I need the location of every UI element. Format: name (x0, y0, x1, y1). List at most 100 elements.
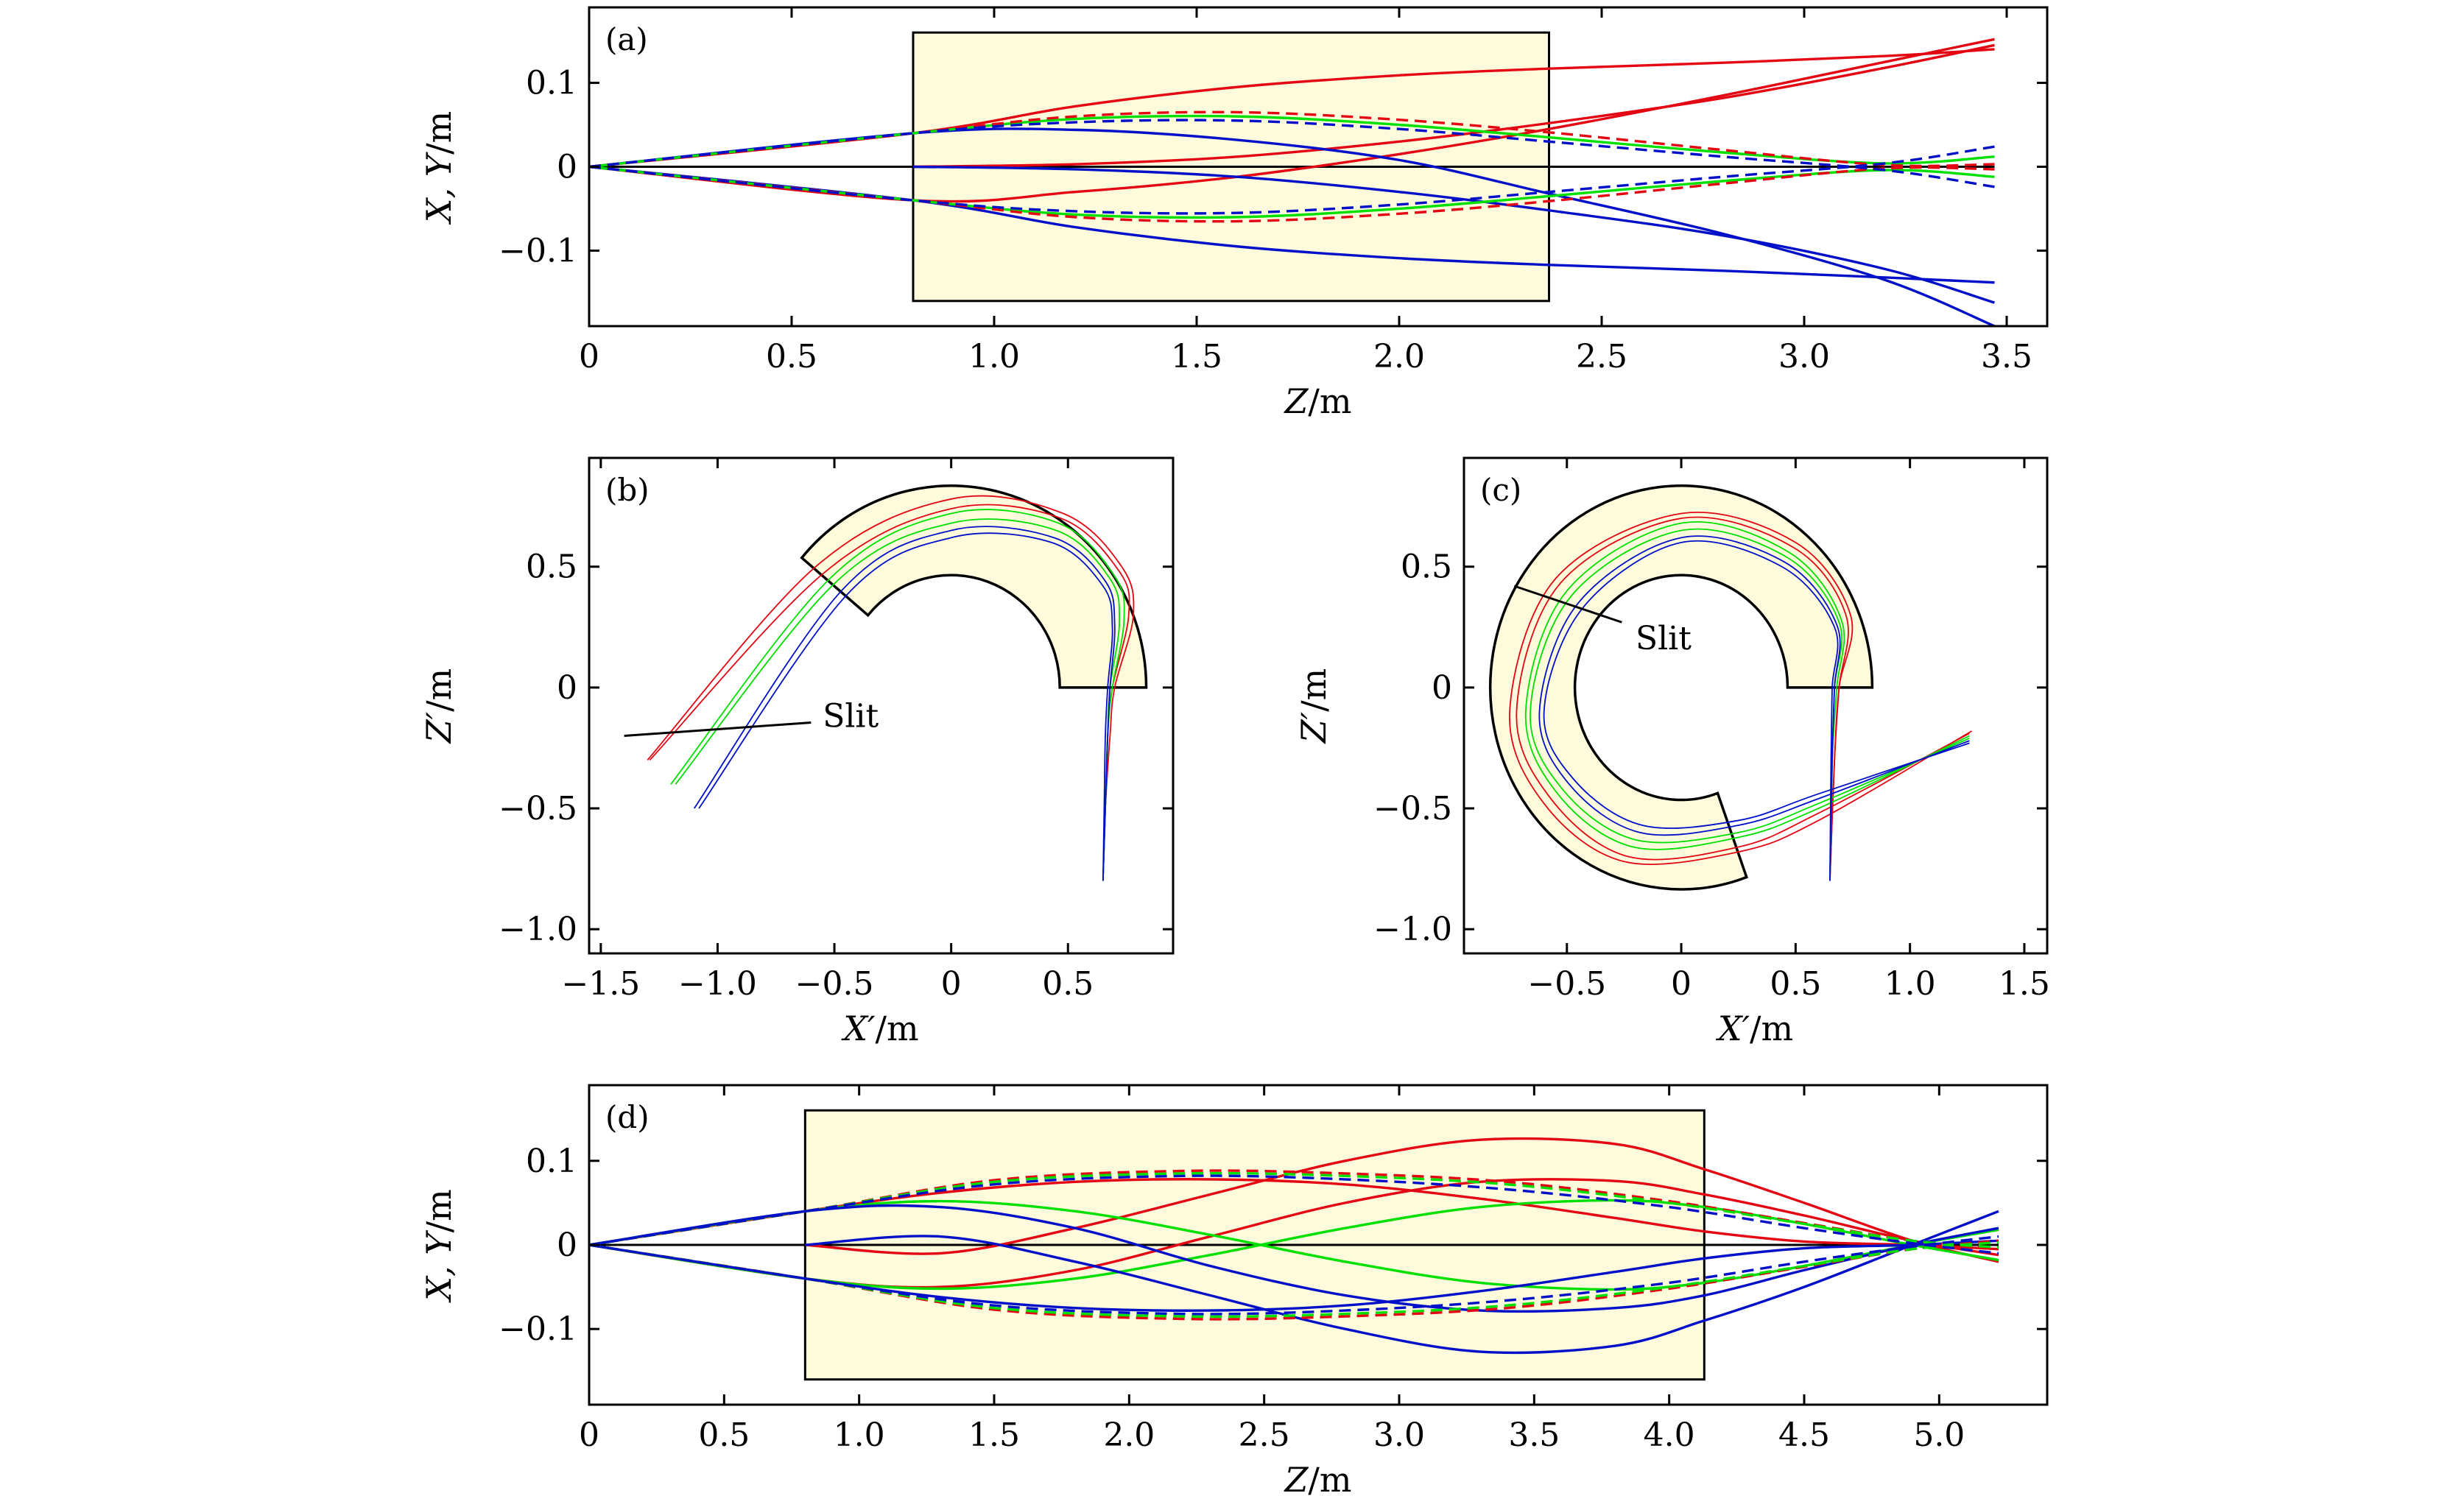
series-red-out-mid (912, 43, 1995, 169)
series-blue-1 (1538, 535, 1970, 881)
x-tick-label: 1.5 (1171, 338, 1222, 375)
magnet-region (1488, 484, 1874, 891)
magnet-region (800, 484, 1148, 689)
y-tick-label: 0.1 (526, 1143, 577, 1180)
x-axis: 0 0.5 1.0 1.5 2.0 2.5 3.0 3.5 (579, 7, 2032, 375)
x-axis-title-var: X′ (1716, 1009, 1750, 1048)
x-axis: −0.5 0 0.5 1.0 1.5 (1527, 458, 2050, 1003)
y-axis: −0.1 0 0.1 (499, 65, 2047, 269)
y-tick-label: −1.0 (499, 911, 577, 948)
x-axis-title: Z/m (1283, 381, 1351, 421)
x-axis: 0 0.5 1.0 1.5 2.0 2.5 3.0 3.5 4.0 4.5 5.0 (579, 1085, 1965, 1454)
x-axis-title-var: X′ (841, 1009, 876, 1048)
x-tick-label: −1.5 (561, 965, 640, 1003)
y-tick-label: 0.1 (526, 65, 577, 102)
plot-area (589, 31, 1996, 326)
y-axis-title-var: X, Y (419, 1229, 459, 1303)
x-tick-label: 1.0 (968, 338, 1020, 375)
y-axis-title-unit: /m (1294, 668, 1334, 712)
series-red-2 (805, 1137, 1999, 1263)
y-tick-label: −0.1 (499, 1310, 577, 1348)
panel-label: (b) (605, 472, 650, 508)
series-red-2 (1516, 516, 1970, 881)
panel-a: 0 0.5 1.0 1.5 2.0 2.5 3.0 3.5−0.100.1(a)Z/mX, Y… (419, 6, 2049, 421)
x-tick-label: 2.5 (1576, 338, 1627, 375)
series-green-dash-bot (589, 1240, 1999, 1319)
x-tick-label: −1.0 (678, 965, 757, 1003)
series-blue-dash-bot (589, 1235, 1999, 1316)
series-red-dash-bot (589, 165, 1995, 223)
y-tick-label: 0 (557, 1227, 577, 1264)
x-axis-title: X′/m (841, 1009, 918, 1048)
slit-line (1513, 585, 1622, 624)
y-axis-title-var: Z′ (1294, 711, 1334, 744)
y-tick-label: 0 (1432, 669, 1452, 707)
series-blue-dash-top (589, 119, 1995, 188)
x-axis-title-var: Z (1283, 1460, 1309, 1500)
series-blue-2 (805, 1210, 1999, 1355)
x-tick-label: 2.5 (1239, 1416, 1290, 1454)
y-axis-title-unit: /m (419, 1189, 459, 1232)
x-axis-title-unit: /m (1750, 1009, 1793, 1048)
y-tick-label: 0 (557, 149, 577, 186)
x-tick-label: 3.5 (1508, 1416, 1560, 1454)
series-blue-out-mid (912, 165, 1995, 304)
x-tick-label: −0.5 (795, 965, 874, 1003)
panel-c: Slit−0.5 0 0.5 1.0 1.5−1.0−0.500.5(c)X′/mZ′/… (1294, 456, 2050, 1048)
x-tick-label: 0.5 (698, 1416, 750, 1454)
x-tick-label: 4.5 (1778, 1416, 1830, 1454)
series-red-1 (647, 495, 1135, 881)
x-tick-label: 0 (579, 1416, 599, 1454)
x-tick-label: 4.0 (1644, 1416, 1695, 1454)
y-tick-label: 0.5 (526, 548, 577, 586)
x-tick-label: 0 (1671, 965, 1692, 1003)
series-blue-dash-top (589, 1174, 1999, 1255)
x-axis-title-unit: /m (1308, 381, 1351, 421)
x-axis-title: X′/m (1716, 1009, 1793, 1048)
panel-d: 0 0.5 1.0 1.5 2.0 2.5 3.0 3.5 4.0 4.5 5.0 −0.1 0 0.1 (… (419, 1084, 2049, 1500)
x-axis-title-var: Z (1283, 381, 1309, 421)
panel-b: Slit −1.5 −1.0 −0.5 0 0.5 −1.0 −0.5 0 0.5 (b) X′/m Z… (419, 456, 1175, 1048)
series-green-1 (1524, 521, 1970, 881)
y-tick-label: −0.5 (499, 790, 577, 827)
x-tick-label: 0 (579, 338, 599, 375)
series-blue-1 (693, 526, 1116, 881)
panel-label: (c) (1480, 472, 1521, 508)
y-axis: −1.0 −0.5 0 0.5 (499, 548, 1173, 948)
x-tick-label: 1.5 (1999, 965, 2050, 1003)
y-axis-title: Z′/m (1294, 668, 1334, 745)
x-tick-label: 0.5 (1770, 965, 1821, 1003)
plot-area (589, 1109, 1999, 1381)
plot-frame (1462, 456, 2049, 955)
y-axis: −0.1 0 0.1 (499, 1143, 2047, 1348)
x-tick-label: 3.5 (1981, 338, 2032, 375)
series-blue-2 (698, 532, 1113, 881)
x-tick-label: −0.5 (1527, 965, 1606, 1003)
y-tick-label: 0 (557, 669, 577, 707)
y-axis: −1.0 −0.5 0 0.5 (1373, 548, 2047, 948)
panel-label: (d) (605, 1099, 650, 1135)
y-axis-title: Z′/m (419, 668, 459, 745)
x-tick-label: 1.0 (1884, 965, 1936, 1003)
panel-label: (a) (605, 21, 648, 57)
x-axis-title-unit: /m (876, 1009, 919, 1048)
slit-label: Slit (823, 697, 879, 735)
plot-area (1488, 484, 1972, 891)
x-tick-label: 0.5 (1042, 965, 1094, 1003)
x-tick-label: 1.0 (834, 1416, 885, 1454)
x-tick-label: 0 (941, 965, 962, 1003)
x-axis-title: Z/m (1283, 1460, 1351, 1500)
x-tick-label: 1.5 (968, 1416, 1020, 1454)
y-tick-label: 0.5 (1401, 548, 1452, 586)
x-tick-label: 3.0 (1778, 338, 1830, 375)
series-red-dash-top (589, 110, 1995, 169)
y-axis-title: X, Y/m (419, 111, 459, 225)
y-axis-title: X, Y/m (419, 1189, 459, 1302)
x-tick-label: 3.0 (1373, 1416, 1425, 1454)
slit-label: Slit (1636, 620, 1692, 657)
y-tick-label: −0.1 (499, 232, 577, 269)
x-tick-label: 2.0 (1373, 338, 1425, 375)
y-axis-title-unit: /m (419, 111, 459, 155)
plot-frame (588, 456, 1175, 955)
series-blue-3 (589, 1204, 1999, 1313)
